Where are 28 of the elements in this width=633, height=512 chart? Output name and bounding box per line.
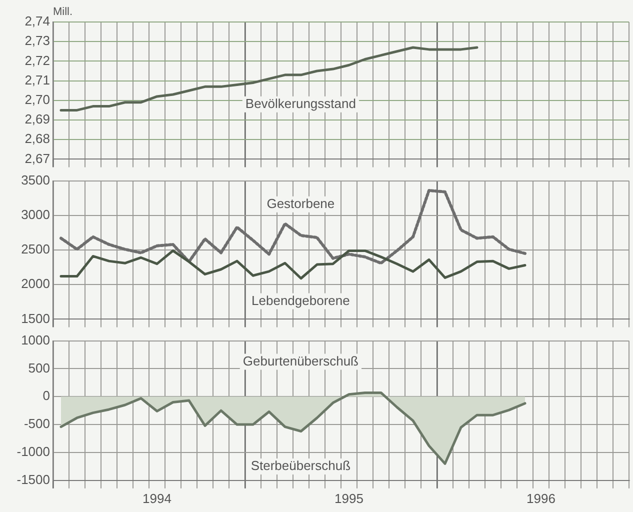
y-tick-label: 1500 [21, 310, 50, 326]
y-tick-label: 2,69 [24, 112, 50, 127]
y-tick-label: 2000 [21, 276, 50, 292]
y-tick-label: 3500 [21, 172, 50, 188]
y-tick-label: -1500 [16, 472, 50, 487]
series-label: Bevölkerungsstand [245, 96, 356, 111]
annotation: Geburtenüberschuß [242, 353, 359, 368]
annotation: Sterbeüberschuß [250, 458, 351, 474]
y-tick-label: 2,70 [24, 92, 50, 107]
y-tick-label: 2,71 [24, 72, 50, 88]
y-tick-label: 2,73 [24, 33, 50, 48]
y-tick-label: 2,72 [24, 52, 50, 68]
y-tick-label: 2,68 [24, 131, 50, 146]
y-tick-label: -1000 [16, 444, 50, 460]
y-tick-label: -500 [24, 416, 50, 432]
y-tick-label: 0 [42, 388, 50, 404]
series-label: Gestorbene [266, 196, 335, 211]
y-tick-label: 500 [28, 360, 50, 376]
y-tick-label: 3000 [21, 206, 50, 222]
x-tick-label: 1994 [142, 490, 172, 506]
y-axis-title: Mill. [53, 6, 73, 18]
x-tick-label: 1995 [334, 490, 364, 506]
y-tick-label: 2,74 [24, 14, 50, 29]
x-tick-label: 1996 [526, 490, 556, 506]
y-tick-label: 2,67 [24, 150, 50, 166]
y-tick-label: 2500 [21, 242, 50, 257]
series-label: Lebendgeborene [252, 292, 350, 308]
y-tick-label: 1000 [21, 332, 50, 348]
